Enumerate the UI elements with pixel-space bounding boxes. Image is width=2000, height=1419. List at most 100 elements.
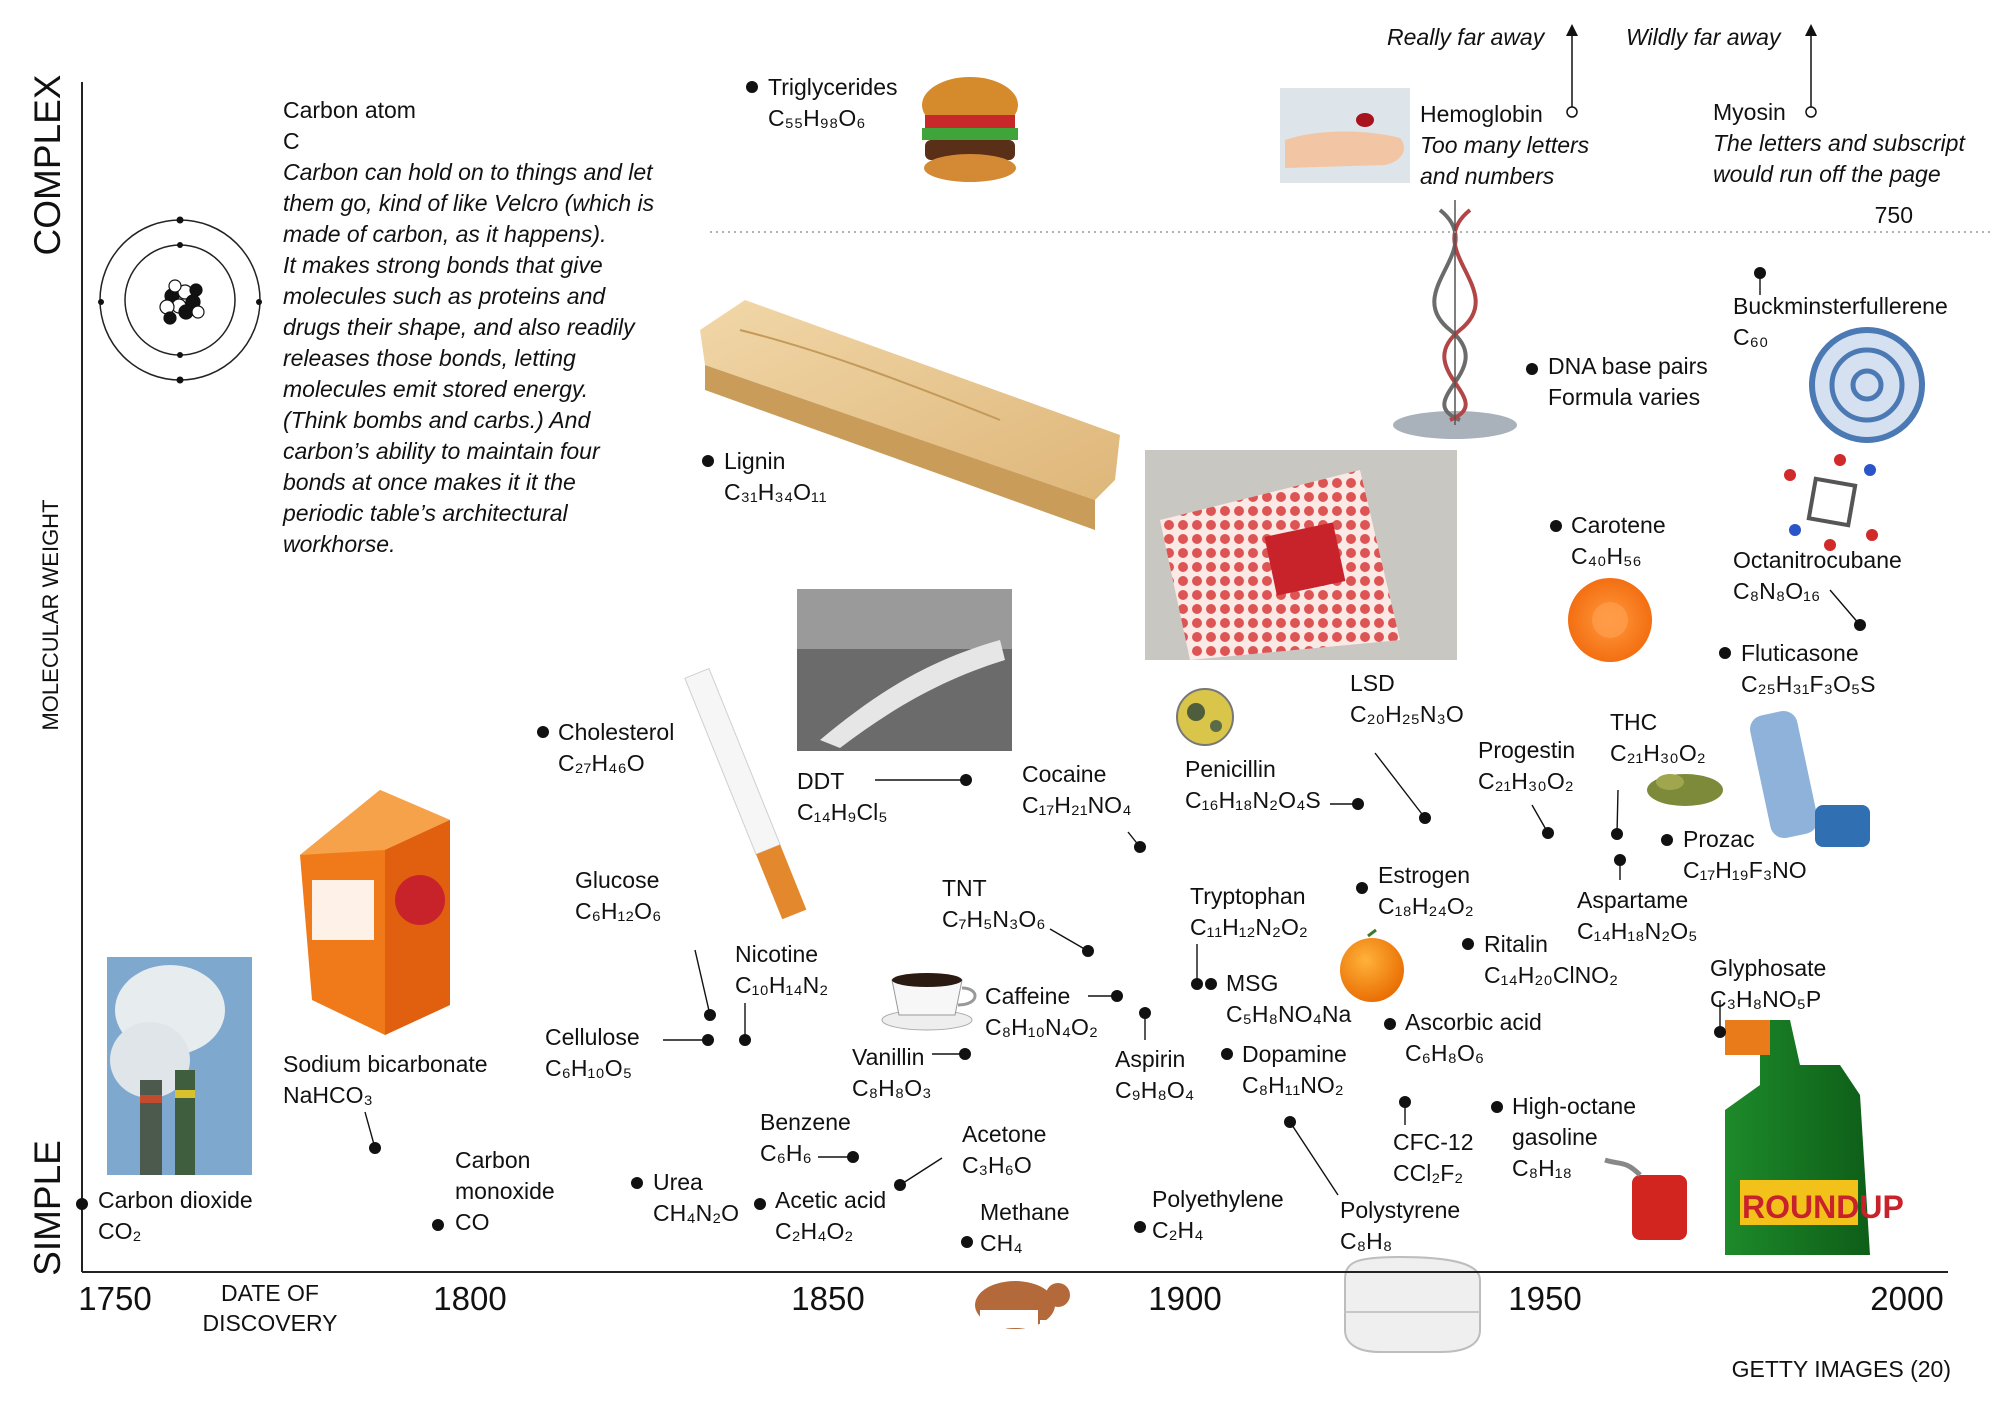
finger-photo xyxy=(1280,88,1410,183)
myosin-note-2: would run off the page xyxy=(1713,161,1941,187)
data-dot xyxy=(1491,1101,1503,1113)
data-dot xyxy=(959,1048,971,1060)
leader-line xyxy=(694,949,711,1016)
point-sodium-bicarbonate: Sodium bicarbonate NaHCO₃ xyxy=(283,1051,488,1154)
data-dot xyxy=(894,1179,906,1191)
point-estrogen: Estrogen C₁₈H₂₄O₂ xyxy=(1356,862,1474,919)
gas-can-illustration xyxy=(1604,1157,1687,1240)
myosin-note-1: The letters and subscript xyxy=(1713,130,1966,156)
point-tnt: TNT C₇H₅N₃O₆ xyxy=(942,875,1094,957)
data-dot xyxy=(847,1151,859,1163)
point-formula: C₁₄H₁₈N₂O₅ xyxy=(1577,918,1697,944)
intro-line: molecules such as proteins and xyxy=(283,283,606,309)
leader-line xyxy=(899,1157,943,1186)
svg-text:ROUNDUP: ROUNDUP xyxy=(1742,1189,1904,1225)
point-label: Glucose xyxy=(575,867,659,893)
point-label: Tryptophan xyxy=(1190,883,1306,909)
point-ritalin: Ritalin C₁₄H₂₀ClNO₂ xyxy=(1462,931,1618,988)
intro-formula: C xyxy=(283,128,300,154)
data-dot xyxy=(1082,945,1094,957)
data-dot xyxy=(1611,828,1623,840)
data-dot xyxy=(432,1219,444,1231)
point-cfc-12: CFC-12 CCl₂F₂ xyxy=(1393,1096,1474,1186)
x-tick-label: 1900 xyxy=(1148,1280,1221,1317)
point-formula: C₄₀H₅₆ xyxy=(1571,543,1642,569)
data-dot xyxy=(960,774,972,786)
intro-line: molecules emit stored energy. xyxy=(283,376,588,402)
data-dot xyxy=(1714,1026,1726,1038)
cow-illustration xyxy=(975,1281,1070,1360)
point-formula: CH₄ xyxy=(980,1230,1023,1256)
point-formula: C₈H₈ xyxy=(1340,1228,1392,1254)
point-prozac: Prozac C₁₇H₁₉F₃NO xyxy=(1661,826,1807,883)
intro-line: drugs their shape, and also readily xyxy=(283,314,636,340)
leader-line xyxy=(1829,589,1861,626)
point-label: Urea xyxy=(653,1169,703,1195)
point-formula: C₂₁H₃₀O₂ xyxy=(1478,768,1574,794)
point-label: Aspirin xyxy=(1115,1046,1185,1072)
point-label: Aspartame xyxy=(1577,887,1688,913)
point-label: Acetic acid xyxy=(775,1187,886,1213)
point-label: monoxide xyxy=(455,1178,555,1204)
point-label: Sodium bicarbonate xyxy=(283,1051,488,1077)
data-dot xyxy=(1205,978,1217,990)
point-carbon-dioxide: Carbon dioxide CO₂ xyxy=(76,1187,253,1244)
leader-line xyxy=(364,1111,376,1149)
point-lignin: Lignin C₃₁H₃₄O₁₁ xyxy=(702,448,827,505)
leader-line xyxy=(1049,928,1089,952)
data-dot xyxy=(537,726,549,738)
data-dot xyxy=(702,455,714,467)
lsd-blotter-photo xyxy=(1145,450,1457,660)
data-dot xyxy=(1191,978,1203,990)
point-penicillin: Penicillin C₁₆H₁₈N₂O₄S xyxy=(1185,756,1364,813)
y-axis-title: MOLECULAR WEIGHT xyxy=(38,499,63,730)
point-formula: C₅H₈NO₄Na xyxy=(1226,1001,1352,1027)
cigarette-illustration xyxy=(684,667,807,920)
point-formula: C₂₇H₄₆O xyxy=(558,750,645,776)
point-formula: C₈H₁₁NO₂ xyxy=(1242,1072,1344,1098)
point-aspartame: Aspartame C₁₄H₁₈N₂O₅ xyxy=(1577,854,1697,944)
point-label: Cellulose xyxy=(545,1024,640,1050)
data-dot xyxy=(1754,267,1766,279)
hemoglobin-label: Hemoglobin xyxy=(1420,101,1543,127)
data-dot xyxy=(1139,1007,1151,1019)
data-dot xyxy=(1854,619,1866,631)
data-dot xyxy=(1526,363,1538,375)
baking-soda-box xyxy=(300,790,450,1035)
smokestack-photo xyxy=(107,957,252,1175)
point-label: LSD xyxy=(1350,670,1395,696)
point-formula: CCl₂F₂ xyxy=(1393,1160,1463,1186)
point-cholesterol: Cholesterol C₂₇H₄₆O xyxy=(537,719,674,776)
point-label: gasoline xyxy=(1512,1124,1598,1150)
data-dot xyxy=(739,1034,751,1046)
point-label: Cholesterol xyxy=(558,719,674,745)
data-dot xyxy=(1542,827,1554,839)
buckyball-illustration xyxy=(1809,327,1925,443)
arrow-caption-myosin: Wildly far away xyxy=(1626,24,1782,50)
point-dna-base-pairs: DNA base pairs Formula varies xyxy=(1526,353,1708,410)
data-dot xyxy=(631,1177,643,1189)
point-label: DDT xyxy=(797,768,844,794)
myosin-label: Myosin xyxy=(1713,99,1786,125)
point-fluticasone: Fluticasone C₂₅H₃₁F₃O₅S xyxy=(1719,640,1875,697)
data-dot xyxy=(1221,1048,1233,1060)
x-tick-label: 1800 xyxy=(433,1280,506,1317)
data-dot xyxy=(369,1142,381,1154)
data-dot xyxy=(1384,1018,1396,1030)
point-label: DNA base pairs xyxy=(1548,353,1708,379)
point-thc: THC C₂₁H₃₀O₂ xyxy=(1610,709,1706,840)
point-formula: C₁₇H₁₉F₃NO xyxy=(1683,857,1807,883)
intro-line: them go, kind of like Velcro (which is xyxy=(283,190,655,216)
x-tick-label: 2000 xyxy=(1870,1280,1943,1317)
point-benzene: Benzene C₆H₆ xyxy=(760,1109,859,1166)
point-label: Buckminsterfullerene xyxy=(1733,293,1948,319)
point-formula: C₅₅H₉₈O₆ xyxy=(768,105,866,131)
point-vanillin: Vanillin C₈H₈O₃ xyxy=(852,1044,971,1101)
point-label: Triglycerides xyxy=(768,74,898,100)
coffee-cup-illustration xyxy=(881,973,977,1031)
data-dot xyxy=(1462,938,1474,950)
y-label-complex: COMPLEX xyxy=(27,75,68,256)
data-dot xyxy=(1614,854,1626,866)
point-label: Penicillin xyxy=(1185,756,1276,782)
